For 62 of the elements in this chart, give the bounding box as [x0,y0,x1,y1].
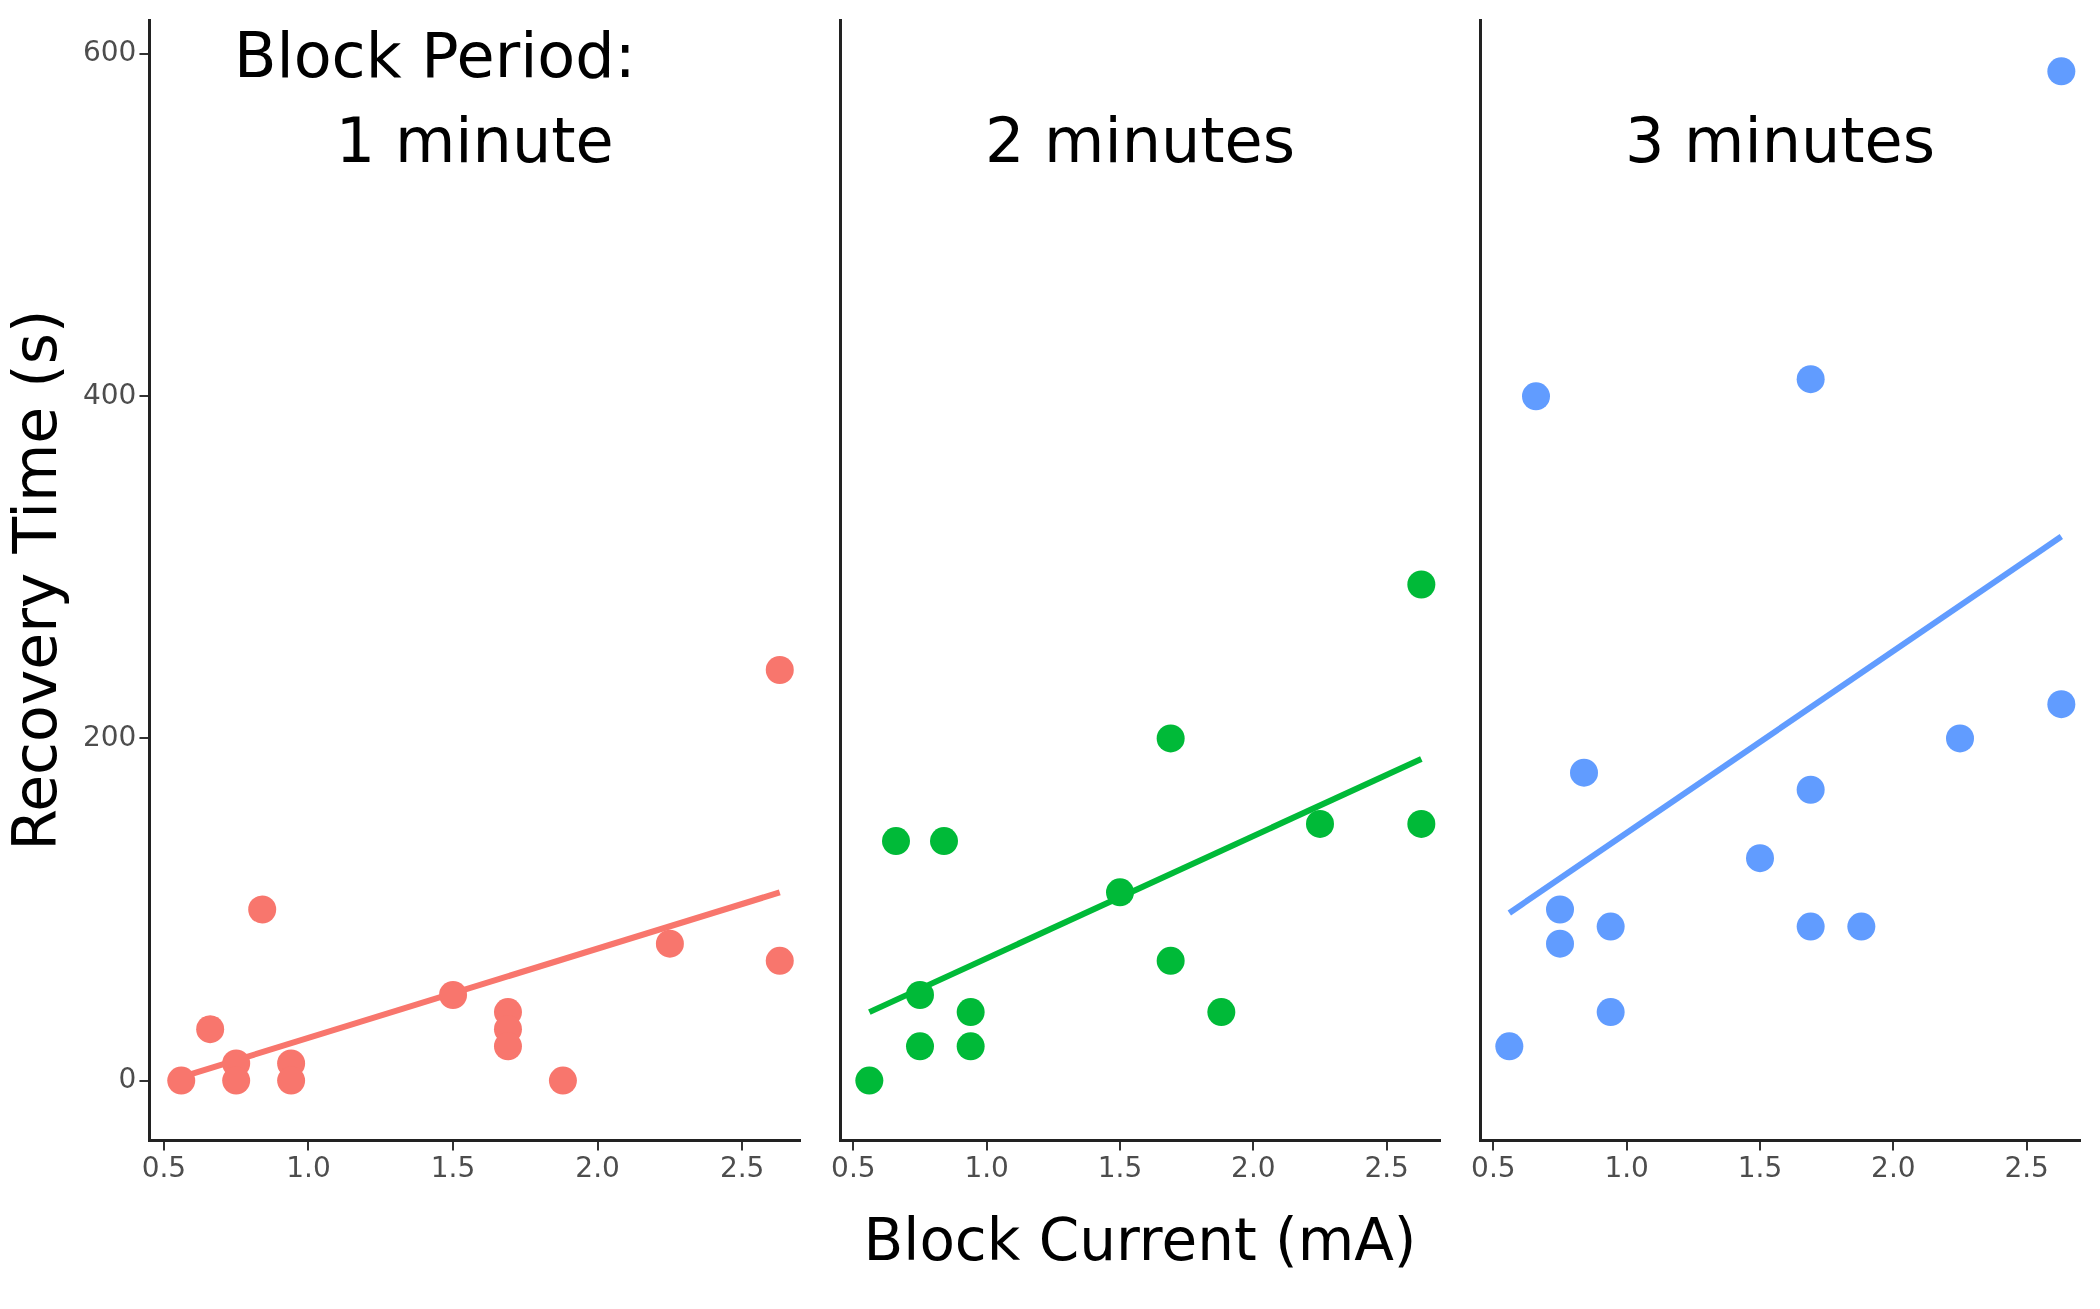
point [956,998,985,1027]
point [956,1032,985,1061]
point [882,827,910,856]
annotation: 2 minutes [984,104,1296,178]
point [1207,998,1236,1027]
x-tick-label: 1.0 [1604,1151,1649,1185]
point [765,946,794,975]
x-tick-label: 1.0 [964,1151,1009,1185]
annotation: 1 minute [335,104,614,178]
point [439,981,468,1010]
point [1156,946,1185,975]
point [2047,57,2076,86]
x-tick-label: 2.0 [1871,1151,1916,1185]
point [167,1066,196,1095]
point [765,656,794,684]
x-tick-label: 1.5 [1097,1151,1143,1185]
point [1106,878,1134,907]
point [1407,570,1436,599]
x-tick-label: 1.0 [286,1151,331,1185]
x-axis-title: Block Current (mA) [862,1205,1418,1276]
x-tick-label: 2.0 [1231,1151,1276,1185]
point [930,827,958,856]
point [655,929,684,958]
point [1306,809,1334,838]
x-tick-label: 2.0 [575,1151,620,1185]
point [1796,365,1825,394]
point [1796,775,1825,804]
point [2047,690,2076,719]
y-tick-label: 400 [82,377,137,411]
x-tick-label: 0.5 [831,1151,876,1185]
y-axis-title: Recovery Time (s) [0,309,70,851]
x-tick-label: 1.5 [430,1151,476,1185]
point [855,1066,884,1095]
point [1546,929,1574,958]
point [1746,844,1774,873]
point [1546,895,1574,924]
x-tick-label: 2.5 [719,1151,765,1185]
x-tick-label: 2.5 [1364,1151,1409,1185]
point [1847,912,1876,941]
y-tick-label: 0 [118,1061,137,1095]
point [1570,758,1598,787]
point [1946,724,1974,753]
point [1596,998,1625,1027]
point [1407,809,1436,838]
annotation: Block Period: [233,19,636,93]
y-tick-label: 600 [82,35,137,69]
point [1522,382,1550,411]
annotation: 3 minutes [1624,104,1936,178]
point [196,1015,225,1044]
x-tick-label: 1.5 [1737,1151,1783,1185]
point [906,1032,934,1061]
x-tick-label: 2.5 [2004,1151,2049,1185]
point [1495,1032,1524,1061]
point [248,895,277,924]
point [1156,724,1185,753]
y-tick-label: 200 [82,719,137,753]
x-tick-label: 0.5 [1471,1151,1516,1185]
point [906,981,934,1010]
point [1796,912,1825,941]
point [548,1066,577,1095]
x-tick-label: 0.5 [141,1151,187,1185]
point [1596,912,1625,941]
